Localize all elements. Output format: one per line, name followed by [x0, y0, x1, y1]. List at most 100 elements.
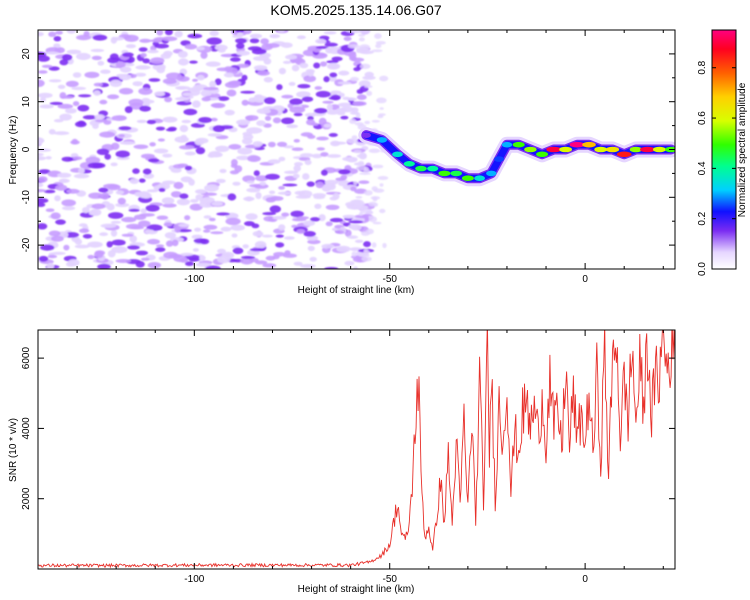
noise-blob [358, 253, 370, 258]
noise-blob [249, 248, 266, 252]
noise-blob [87, 241, 103, 248]
signal-point [524, 146, 537, 153]
noise-blob [321, 243, 335, 249]
noise-blob [379, 107, 384, 110]
noise-blob [205, 265, 221, 269]
noise-blob [368, 215, 375, 219]
noise-blob [275, 242, 285, 248]
snr-axes: -100 -50 0 2000 4000 6000 [21, 330, 675, 585]
noise-blob [171, 239, 179, 247]
noise-blob [326, 154, 342, 158]
noise-blob [76, 34, 92, 41]
noise-blob [338, 169, 351, 175]
noise-blob [193, 238, 207, 244]
colorbar-tick-label: 0.6 [697, 111, 708, 125]
noise-blob [335, 107, 347, 114]
noise-blob [345, 30, 358, 33]
signal-point [415, 165, 427, 172]
noise-blob [67, 259, 80, 267]
noise-blob [321, 185, 332, 192]
noise-blob [135, 65, 151, 70]
noise-blob [192, 248, 199, 252]
noise-blob [346, 235, 359, 239]
noise-blob [269, 205, 281, 213]
noise-blob [257, 70, 270, 76]
noise-blob [241, 99, 249, 106]
noise-blob [291, 64, 300, 72]
noise-blob [278, 224, 286, 231]
noise-blob [291, 224, 298, 228]
noise-blob [234, 165, 243, 173]
noise-blob [325, 221, 333, 227]
noise-blob [267, 159, 281, 164]
noise-blob [204, 184, 219, 192]
noise-blob [325, 204, 340, 210]
noise-blob [358, 160, 364, 165]
noise-blob [76, 52, 91, 61]
noise-blob [262, 212, 277, 216]
noise-blob [38, 176, 48, 183]
snr-x-tick-label: -100 [184, 574, 204, 585]
signal-point [559, 146, 572, 153]
noise-blob [176, 198, 190, 206]
noise-blob [156, 30, 164, 36]
noise-blob [185, 261, 194, 267]
noise-blob [123, 63, 135, 67]
noise-blob [372, 196, 378, 202]
noise-blob [184, 43, 198, 50]
noise-blob [99, 99, 108, 105]
noise-blob [124, 106, 133, 114]
noise-blob [350, 76, 359, 82]
noise-blob [156, 65, 166, 74]
noise-blob [315, 38, 327, 44]
noise-blob [48, 31, 57, 37]
noise-blob [354, 122, 364, 126]
noise-blob [338, 70, 350, 76]
noise-blob [219, 168, 227, 174]
noise-blob [320, 152, 329, 157]
noise-blob [379, 75, 389, 82]
noise-blob [146, 189, 159, 193]
noise-blob [78, 223, 88, 227]
noise-blob [132, 81, 143, 87]
noise-blob [100, 223, 117, 228]
colorbar-tick-label: 0.2 [697, 211, 708, 225]
noise-blob [356, 94, 367, 100]
noise-blob [73, 173, 90, 179]
noise-blob [329, 217, 344, 223]
signal-point [512, 141, 525, 148]
noise-blob [276, 141, 288, 147]
noise-blob [121, 233, 134, 237]
noise-blob [336, 245, 351, 253]
noise-blob [140, 53, 147, 58]
noise-blob [189, 203, 203, 211]
noise-blob [307, 245, 315, 252]
noise-blob [296, 229, 306, 234]
noise-blob [100, 192, 110, 200]
noise-blob [265, 173, 280, 180]
noise-blob [315, 46, 329, 49]
noise-blob [122, 52, 134, 57]
noise-blob [351, 199, 362, 204]
noise-blob [352, 205, 369, 210]
noise-blob [321, 169, 328, 176]
noise-blob [281, 94, 294, 99]
noise-blob [174, 97, 190, 101]
noise-blob [378, 113, 386, 116]
noise-blob [141, 97, 150, 102]
noise-blob [306, 119, 316, 126]
noise-blob [94, 114, 105, 120]
noise-blob [254, 241, 267, 249]
noise-blob [301, 96, 314, 102]
noise-blob [240, 255, 256, 259]
noise-blob [365, 228, 374, 235]
noise-blob [278, 67, 286, 75]
noise-blob [278, 186, 285, 190]
noise-blob [291, 147, 304, 151]
noise-blob [58, 178, 70, 183]
noise-blob [243, 196, 255, 201]
noise-blob [38, 55, 50, 62]
noise-blob [359, 208, 372, 214]
